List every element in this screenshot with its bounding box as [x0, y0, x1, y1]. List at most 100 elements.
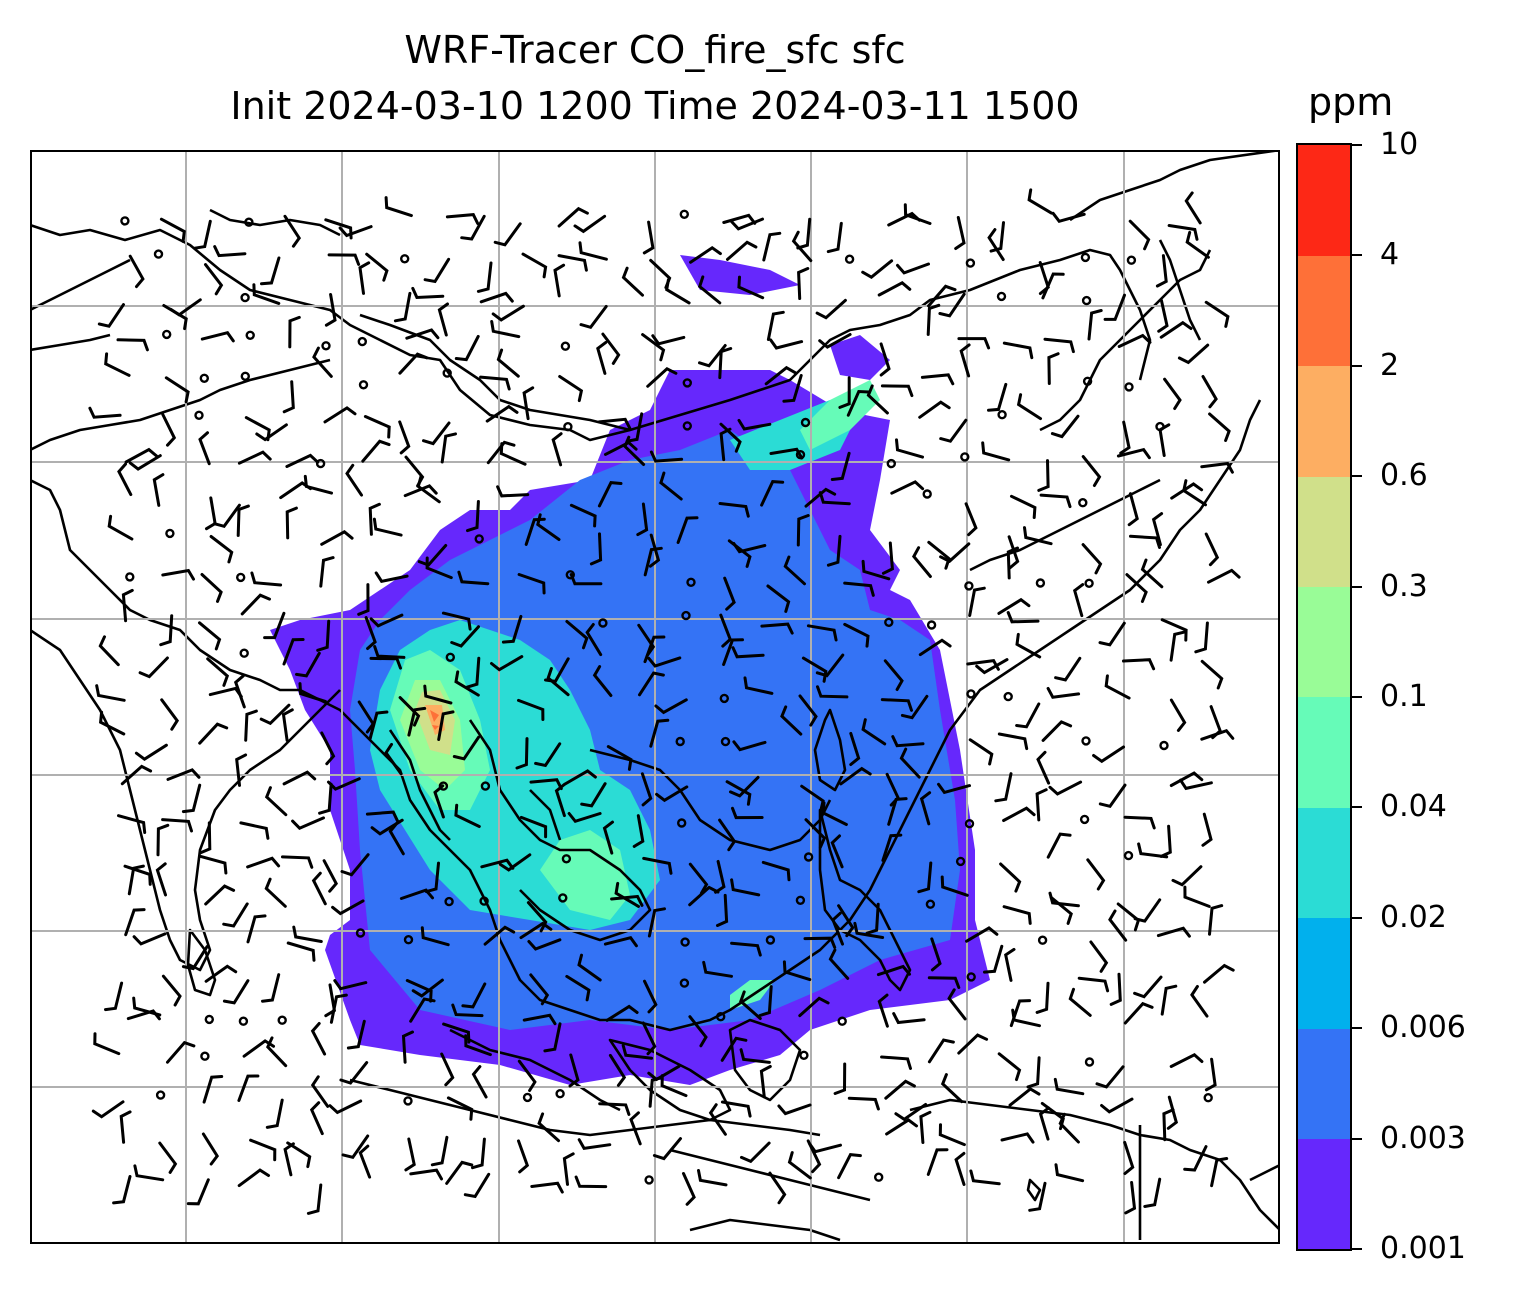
wind-barb — [158, 1141, 178, 1174]
wind-barb — [927, 976, 961, 989]
wind-barb — [365, 252, 389, 282]
wind-barb — [965, 926, 999, 943]
wind-barb — [127, 864, 145, 896]
wind-barb — [1046, 832, 1072, 859]
wind-barb — [1104, 674, 1131, 700]
wind-barb — [237, 450, 272, 465]
wind-barb — [881, 541, 894, 575]
wind-barb — [320, 529, 354, 546]
wind-barb — [798, 694, 818, 727]
calm-wind-marker — [1037, 935, 1048, 945]
colorbar-segment — [1298, 1028, 1350, 1140]
wind-barb — [927, 540, 951, 570]
wind-barb — [132, 932, 167, 946]
calm-wind-marker — [1203, 1093, 1213, 1103]
wind-barb — [837, 904, 855, 938]
calm-wind-marker — [964, 581, 974, 591]
wind-barb — [553, 263, 566, 298]
wind-barb — [341, 1134, 370, 1160]
wind-barb — [422, 421, 451, 446]
wind-barb — [737, 275, 765, 300]
colorbar-segment — [1298, 365, 1350, 477]
map-title-line1: WRF-Tracer CO_fire_sfc sfc — [404, 28, 906, 72]
wind-barb — [883, 659, 904, 691]
wind-barb — [128, 254, 145, 289]
wind-barb — [312, 346, 333, 378]
wind-barb — [384, 196, 413, 218]
colorbar-segment — [1298, 917, 1350, 1029]
calm-wind-marker — [245, 330, 255, 341]
wind-barb — [558, 375, 584, 403]
wind-barb — [331, 899, 365, 916]
wind-barb — [1053, 1077, 1085, 1096]
calm-wind-marker — [125, 572, 135, 582]
wind-barb — [964, 502, 978, 537]
wind-barb — [568, 1053, 580, 1088]
wind-barb — [1125, 573, 1148, 603]
wind-barb — [237, 1168, 270, 1188]
colorbar-tick-mark — [1352, 585, 1362, 588]
wind-barb — [1123, 1140, 1135, 1175]
wind-barb — [213, 245, 247, 258]
wind-barb — [420, 926, 450, 947]
wind-barb — [430, 1135, 449, 1167]
calm-wind-marker — [925, 899, 936, 909]
wind-barb — [877, 993, 889, 1028]
wind-barb — [1100, 1097, 1134, 1114]
wind-barb — [800, 784, 825, 813]
wind-barb — [887, 797, 908, 826]
wind-barb — [368, 710, 389, 740]
wind-barb — [659, 471, 683, 501]
calm-wind-marker — [997, 410, 1007, 420]
wind-barb — [454, 803, 481, 828]
wind-barb — [702, 960, 733, 978]
colorbar-tick-label: 0.1 — [1380, 679, 1428, 714]
wind-barb — [403, 484, 438, 498]
wind-barb — [1137, 842, 1169, 859]
wind-barb — [926, 1148, 949, 1176]
wind-barb — [199, 821, 212, 855]
wind-barb — [999, 862, 1022, 893]
calm-wind-marker — [966, 972, 976, 982]
wind-barb — [983, 944, 1004, 974]
colorbar-tick-label: 0.02 — [1380, 899, 1447, 935]
wind-barb — [968, 738, 994, 766]
wind-barb — [718, 347, 733, 380]
wind-barb — [632, 814, 645, 848]
wind-barb — [1156, 926, 1191, 938]
wind-barb — [517, 573, 546, 595]
wind-barb — [285, 453, 320, 468]
wind-barb — [244, 416, 271, 442]
wind-barb — [815, 653, 845, 678]
wind-barb — [761, 860, 791, 882]
wind-barb — [643, 546, 663, 577]
wind-barb — [787, 1151, 812, 1180]
wind-barb — [407, 706, 427, 737]
wind-barb — [621, 1044, 654, 1060]
wind-barb — [688, 885, 720, 907]
wind-barb — [322, 859, 339, 893]
wind-barb — [493, 222, 522, 247]
wind-barb — [801, 656, 828, 683]
wind-barb — [1162, 1108, 1175, 1142]
wind-barb — [1048, 780, 1083, 796]
colorbar-tick-mark — [1352, 475, 1362, 478]
wind-barb — [209, 535, 234, 564]
wind-barb — [926, 303, 941, 336]
wind-barb — [117, 462, 133, 497]
wind-barb — [777, 1103, 812, 1116]
wind-barb — [1006, 546, 1019, 580]
calm-wind-marker — [960, 452, 970, 462]
wind-barb — [116, 338, 149, 352]
wind-barb — [193, 219, 212, 250]
calm-wind-marker — [1078, 498, 1088, 508]
wind-barb — [766, 310, 785, 341]
wind-barb — [1086, 858, 1106, 891]
wind-barb — [782, 374, 803, 403]
wind-barb — [316, 619, 331, 652]
wind-barb — [1119, 420, 1131, 455]
wind-barb — [1169, 698, 1187, 732]
colorbar-tick-mark — [1352, 1027, 1362, 1030]
wind-barb — [117, 814, 147, 834]
wind-barb — [526, 901, 548, 933]
